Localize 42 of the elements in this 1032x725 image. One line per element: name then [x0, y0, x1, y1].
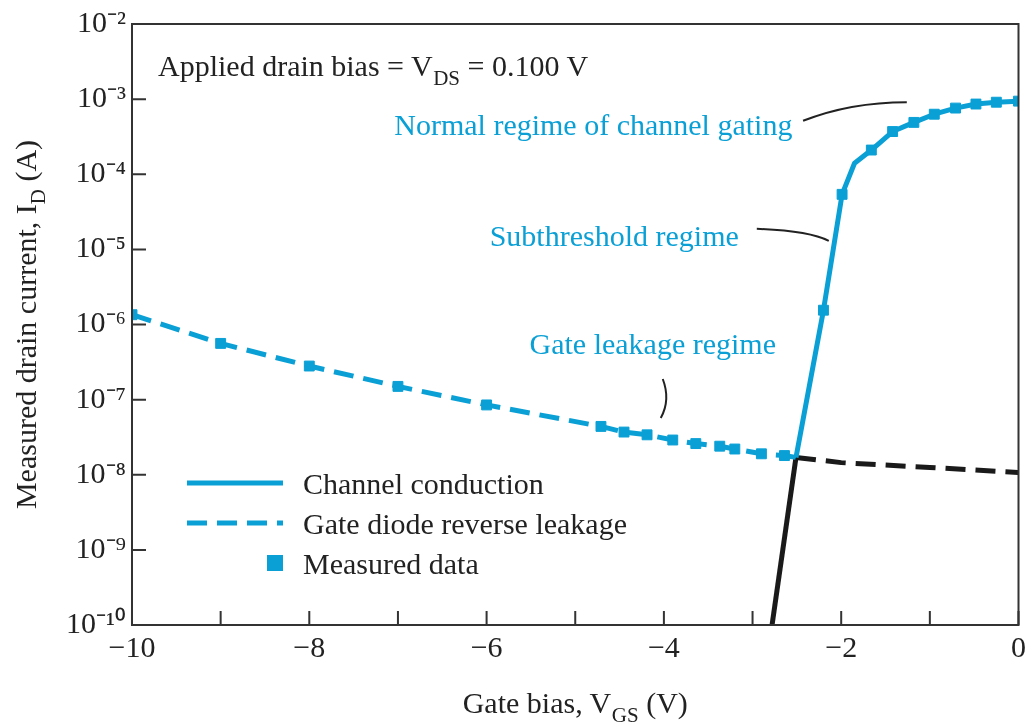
point — [950, 102, 962, 114]
point — [392, 380, 404, 392]
x-tick-label: −8 — [293, 629, 326, 663]
x-tick-label: −2 — [825, 629, 858, 663]
point — [779, 450, 790, 462]
annotation: Gate leakage regime — [529, 327, 777, 361]
point — [928, 108, 940, 120]
x-tick-label: 0 — [1011, 629, 1026, 663]
y-tick-label: 10⁻⁹ — [75, 530, 126, 564]
y-tick-label: 10⁻³ — [76, 80, 126, 113]
legend-label: Channel conduction — [302, 467, 544, 500]
point — [970, 98, 982, 110]
point — [729, 443, 741, 455]
point — [303, 360, 315, 372]
y-tick-label: 10⁻⁵ — [75, 230, 126, 264]
y-tick-label: 10⁻⁴ — [75, 155, 126, 189]
legend-label: Measured data — [302, 547, 479, 580]
annotation: Normal regime of channel gating — [394, 107, 793, 141]
y-tick-label: 10⁻⁶ — [75, 305, 126, 339]
point — [595, 420, 607, 432]
annotation: Subthreshold regime — [489, 218, 739, 252]
legend-label: Gate diode reverse leakage — [302, 507, 627, 540]
y-axis-title: Measured drain current, ID (A) — [9, 139, 50, 510]
point — [990, 96, 1002, 108]
x-tick-label: −6 — [470, 629, 503, 663]
point — [618, 426, 630, 438]
y-tick-label: 10⁻² — [76, 4, 126, 38]
point — [755, 448, 767, 460]
y-tick-label: 10⁻⁸ — [75, 455, 126, 489]
point — [836, 188, 848, 200]
point — [887, 126, 899, 138]
point — [641, 429, 653, 441]
point — [865, 144, 877, 156]
point — [690, 438, 702, 450]
point — [714, 440, 726, 452]
y-tick-label: 10⁻⁷ — [75, 380, 126, 414]
point — [908, 116, 920, 128]
point — [667, 434, 679, 446]
x-tick-label: −4 — [647, 629, 680, 663]
point — [481, 399, 493, 411]
point — [818, 304, 829, 316]
point — [215, 337, 227, 349]
